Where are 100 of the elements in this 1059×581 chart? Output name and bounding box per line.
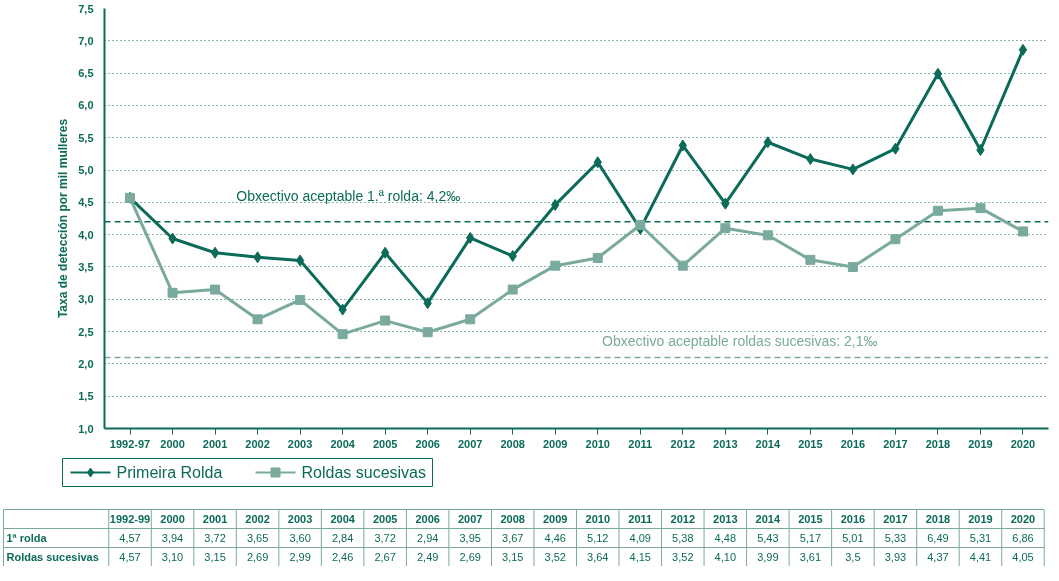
point: [890, 234, 901, 245]
y-tick-label: 1,5: [78, 390, 94, 403]
data-label: 5,12: [587, 532, 609, 544]
legend-label: Roldas sucesivas: [301, 464, 426, 481]
point: [848, 163, 858, 176]
x-tick-label: 2006: [415, 437, 440, 450]
x-tick-label: 2012: [670, 437, 696, 450]
category-label: 2014: [755, 513, 781, 525]
y-tick-label: 6,0: [78, 99, 94, 112]
x-tick-label: 2008: [500, 437, 525, 450]
category-label: 2009: [543, 513, 568, 525]
point: [762, 230, 773, 241]
data-label: 3,52: [544, 551, 566, 563]
point: [932, 205, 943, 216]
x-tick-label: 2010: [585, 437, 611, 450]
category-label: 2006: [415, 513, 440, 525]
point: [975, 203, 986, 214]
data-label: 2,46: [331, 551, 354, 563]
category-label: 2007: [457, 513, 483, 525]
category-label: 2012: [670, 513, 696, 525]
x-tick-label: 2001: [202, 437, 228, 450]
category-label: 2004: [330, 513, 355, 525]
text: Roldas sucesivas: [6, 551, 99, 563]
x-tick-label: 2013: [713, 437, 738, 450]
y-tick-label: 5,0: [78, 164, 94, 177]
point: [592, 252, 603, 263]
point: [252, 314, 263, 325]
point: [635, 219, 646, 230]
data-label: 5,38: [672, 532, 694, 544]
data-label: 2,69: [459, 551, 481, 563]
x-tick-label: 1992-97: [109, 437, 151, 450]
point: [210, 246, 220, 259]
data-label: 3,93: [884, 551, 907, 563]
category-label: 2000: [160, 513, 185, 525]
data-label: 5,17: [799, 532, 822, 544]
data-label: 4,37: [927, 551, 949, 563]
data-label: 4,10: [714, 551, 737, 563]
y-axis-title: Taxa de detección por mil mulleres: [56, 118, 71, 319]
point: [295, 254, 305, 267]
x-tick-label: 2017: [883, 437, 908, 450]
x-tick-label: 2016: [840, 437, 866, 450]
data-label: 3,72: [204, 532, 226, 544]
x-tick-label: 2018: [925, 437, 951, 450]
x-tick-label: 2015: [798, 437, 823, 450]
data-label: 3,15: [502, 551, 524, 563]
data-label: 3,67: [502, 532, 524, 544]
y-tick-label: 5,5: [78, 131, 94, 144]
x-tick-label: 2007: [457, 437, 483, 450]
data-label: 6,86: [1012, 532, 1034, 544]
point: [295, 294, 306, 305]
y-tick-label: 6,5: [78, 67, 94, 80]
data-label: 5,01: [842, 532, 864, 544]
point: [1017, 226, 1028, 237]
x-tick-label: 2002: [245, 437, 270, 450]
x-tick-label: 2003: [287, 437, 313, 450]
data-label: 3,65: [246, 532, 269, 544]
category-label: 2001: [202, 513, 228, 525]
point: [805, 254, 816, 265]
point: [677, 260, 688, 271]
category-label: 2019: [968, 513, 993, 525]
category-label: 2017: [883, 513, 908, 525]
y-tick-label: 4,5: [78, 196, 94, 209]
category-label: 2003: [287, 513, 313, 525]
y-tick-label: 4,0: [78, 228, 94, 241]
y-tick-label: 2,0: [78, 357, 94, 370]
point: [847, 261, 858, 272]
data-label: 3,61: [799, 551, 822, 563]
category-label: 2005: [372, 513, 398, 525]
data-label: 4,15: [629, 551, 651, 563]
point: [380, 315, 391, 326]
category-label: 2010: [585, 513, 611, 525]
point: [933, 67, 943, 80]
data-label: 4,05: [1012, 551, 1034, 563]
y-tick-label: 1,0: [78, 422, 94, 435]
y-tick-label: 3,5: [78, 260, 94, 273]
category-label: 2002: [245, 513, 270, 525]
ref-line-label: Obxectivo aceptable roldas sucesivas: 2,1‰: [602, 333, 878, 350]
point: [422, 327, 433, 338]
x-tick-label: 2004: [330, 437, 356, 450]
legend-label: Primeira Rolda: [116, 464, 223, 481]
data-label: 5,31: [969, 532, 992, 544]
point: [337, 329, 348, 340]
category-label: 2011: [628, 513, 653, 525]
y-tick-label: 2,5: [78, 325, 94, 338]
point: [550, 260, 561, 271]
data-label: 4,48: [714, 532, 737, 544]
data-label: 2,84: [331, 532, 354, 544]
point: [763, 136, 773, 149]
data-label: 3,72: [374, 532, 396, 544]
data-label: 4,09: [629, 532, 651, 544]
data-label: 3,64: [587, 551, 609, 563]
category-label: 2016: [840, 513, 866, 525]
data-label: 3,60: [289, 532, 311, 544]
y-tick-label: 3,0: [78, 293, 94, 306]
category-label: 2015: [798, 513, 823, 525]
data-label: 3,52: [672, 551, 694, 563]
x-tick-label: 2009: [543, 437, 568, 450]
y-tick-label: 7,5: [78, 2, 94, 15]
data-label: 3,95: [459, 532, 481, 544]
point: [1018, 43, 1028, 56]
